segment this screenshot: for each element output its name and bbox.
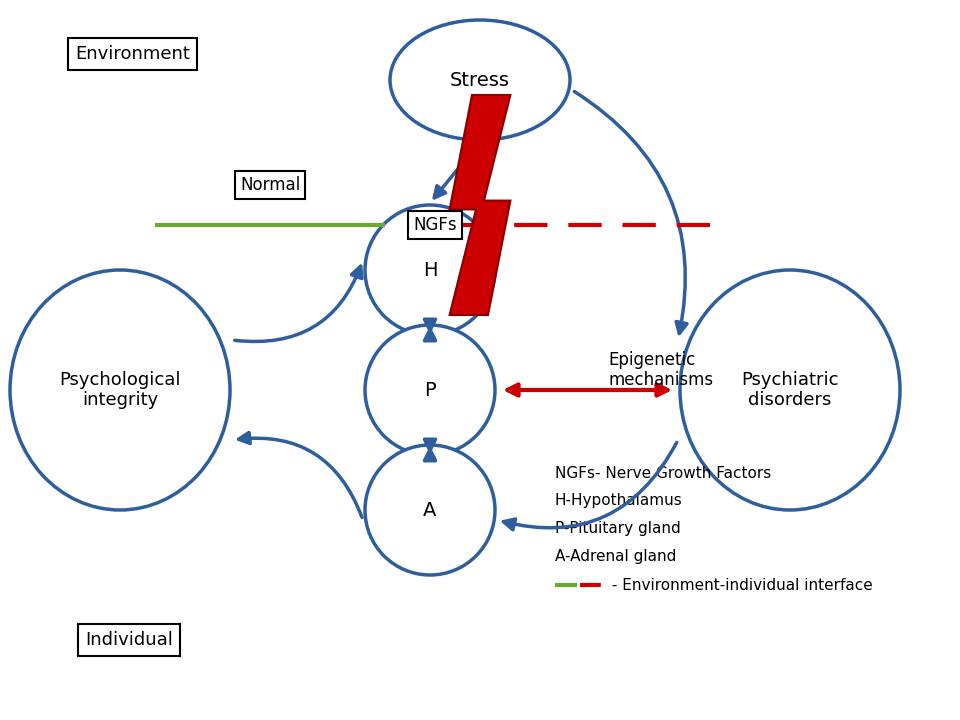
- Ellipse shape: [365, 445, 495, 575]
- Text: Psychiatric
disorders: Psychiatric disorders: [741, 371, 839, 410]
- Text: Stress: Stress: [450, 71, 510, 89]
- Text: NGFs- Nerve Growth Factors: NGFs- Nerve Growth Factors: [555, 466, 771, 480]
- Text: - Environment-individual interface: - Environment-individual interface: [607, 577, 873, 593]
- Ellipse shape: [365, 205, 495, 335]
- Ellipse shape: [10, 270, 230, 510]
- Text: Epigenetic
mechanisms: Epigenetic mechanisms: [608, 351, 713, 390]
- Text: Normal: Normal: [240, 176, 300, 194]
- Text: P-Pituitary gland: P-Pituitary gland: [555, 521, 681, 536]
- Text: Environment: Environment: [75, 45, 190, 63]
- Text: A-Adrenal gland: A-Adrenal gland: [555, 549, 677, 564]
- Text: H-Hypothalamus: H-Hypothalamus: [555, 493, 683, 508]
- Text: NGFs: NGFs: [413, 216, 457, 234]
- Text: A: A: [423, 500, 437, 520]
- Ellipse shape: [680, 270, 900, 510]
- Ellipse shape: [365, 325, 495, 455]
- Polygon shape: [449, 95, 511, 315]
- Text: P: P: [424, 380, 436, 400]
- Ellipse shape: [390, 20, 570, 140]
- Text: Individual: Individual: [85, 631, 173, 649]
- Text: H: H: [422, 261, 437, 279]
- Text: Psychological
integrity: Psychological integrity: [60, 371, 180, 410]
